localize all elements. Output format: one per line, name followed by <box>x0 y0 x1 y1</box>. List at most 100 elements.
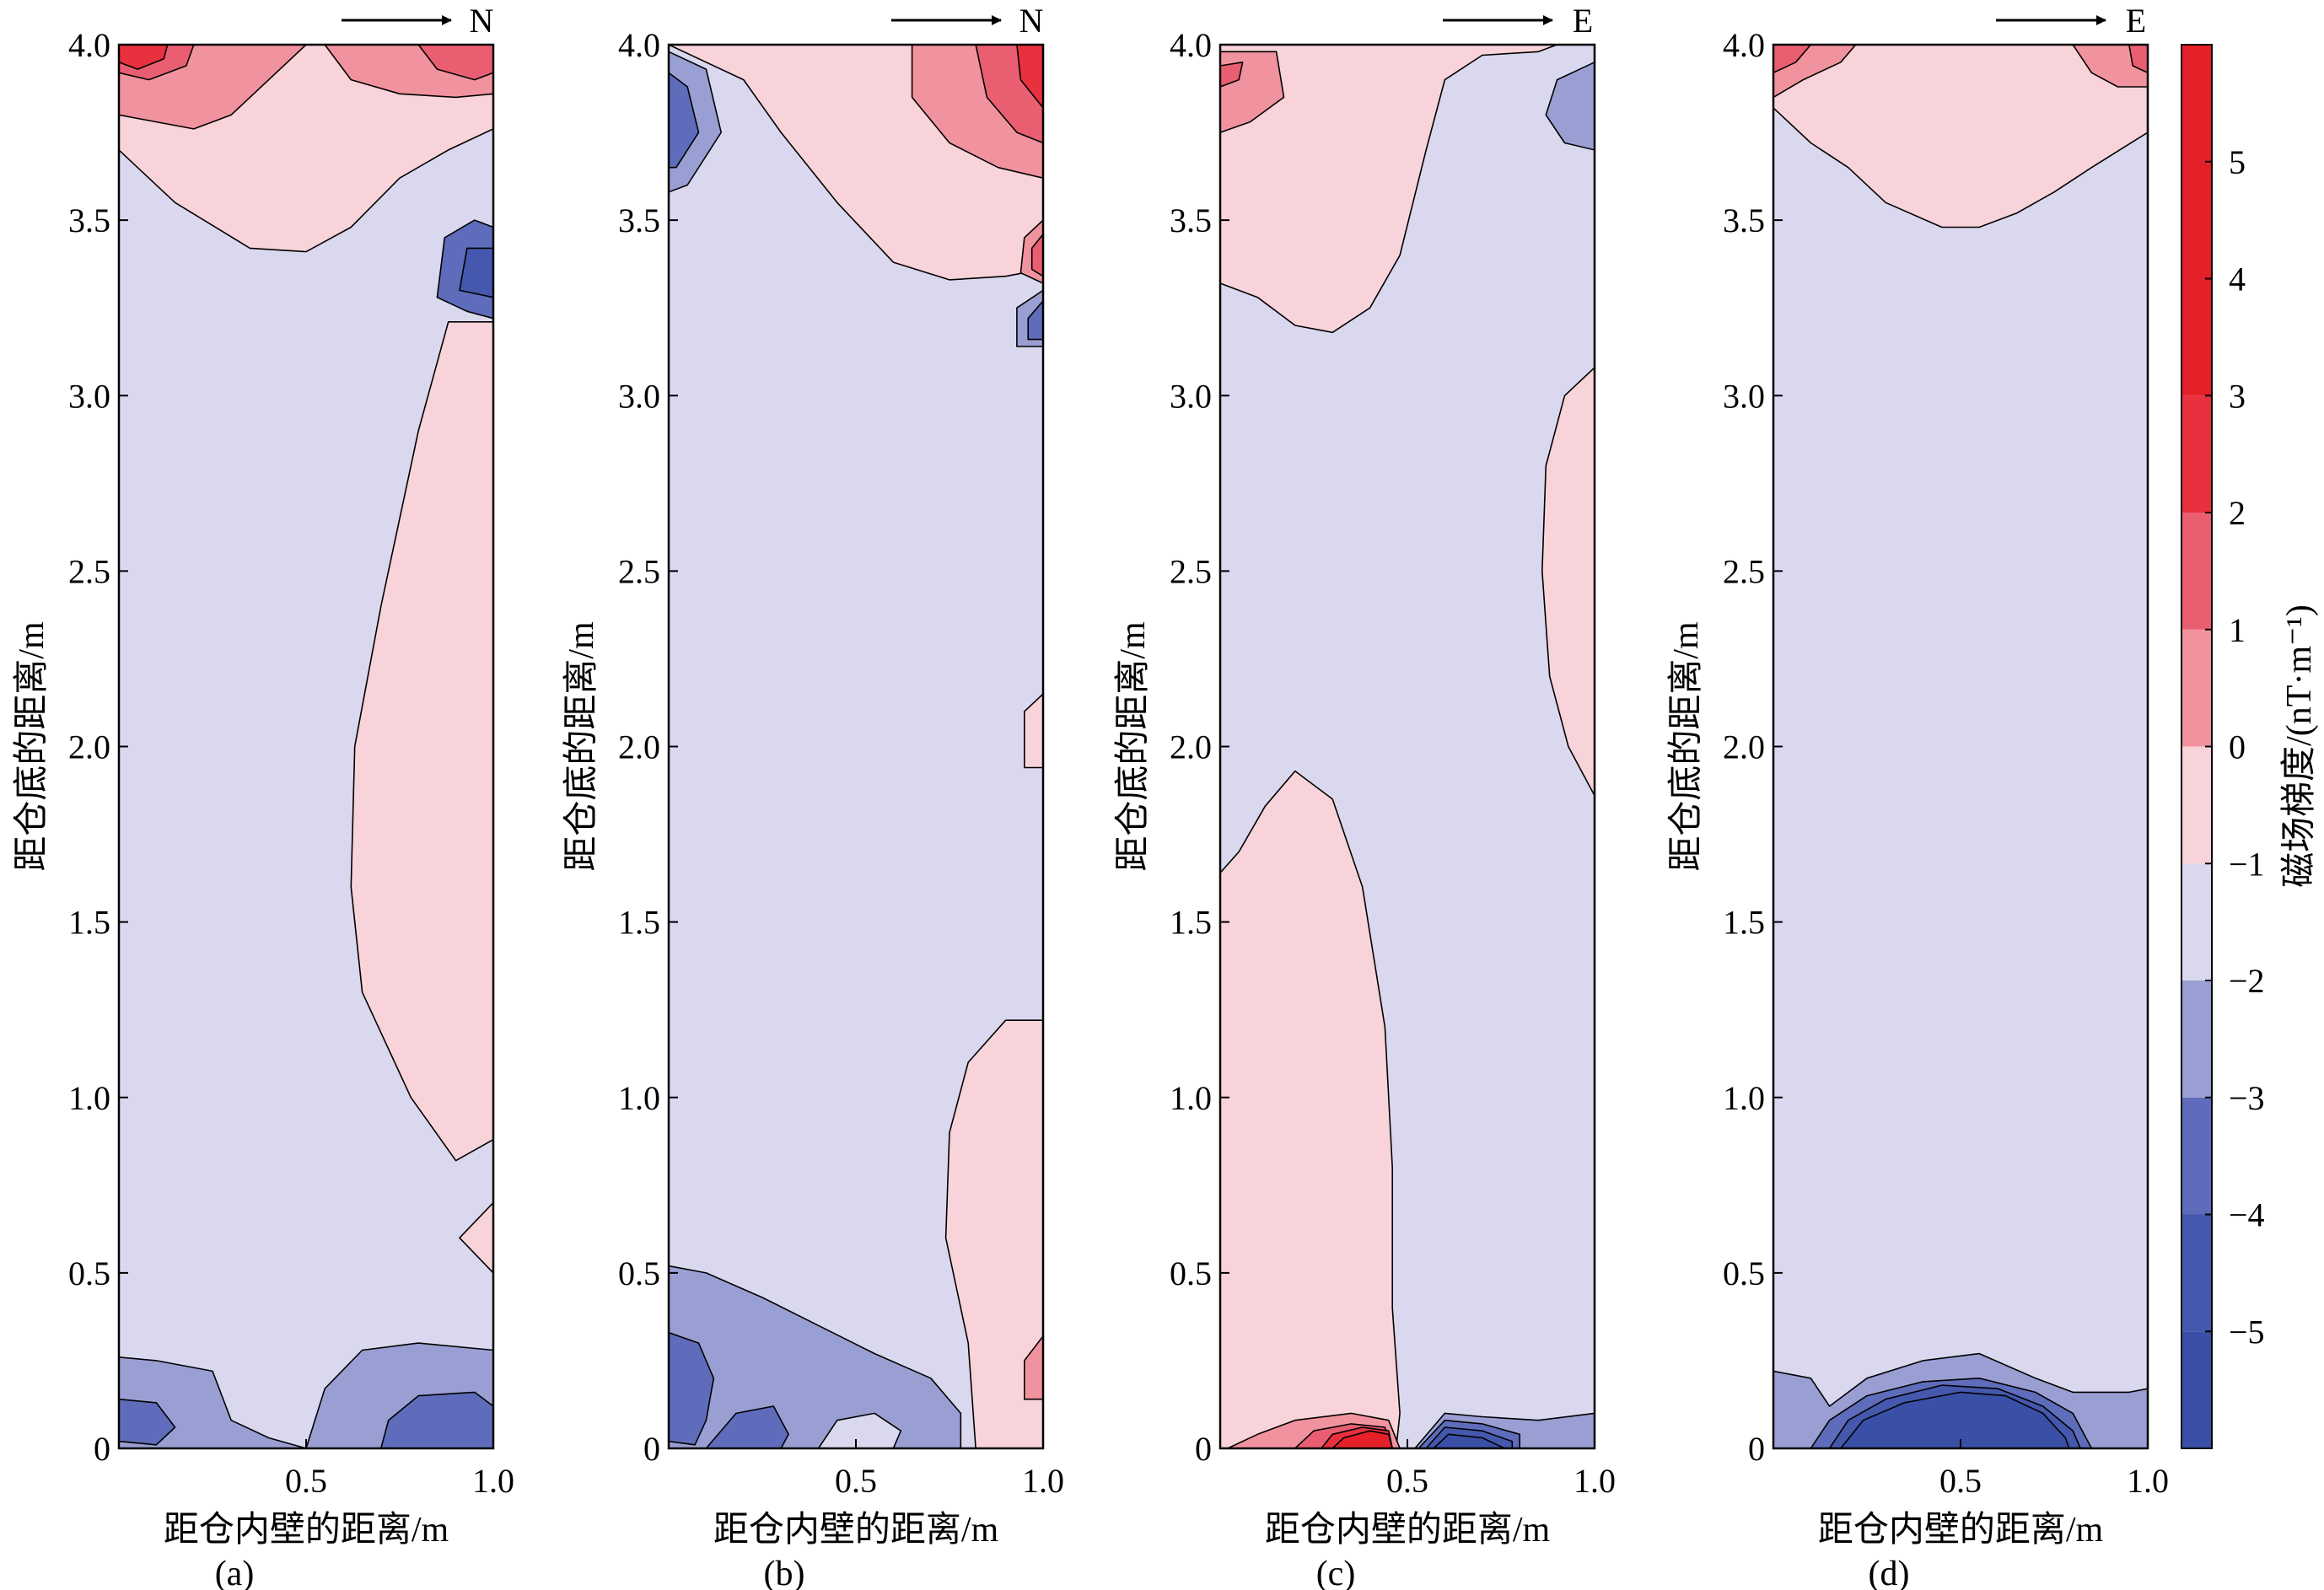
contour-region <box>1220 770 1401 1448</box>
colorbar-swatch <box>2181 980 2212 1098</box>
y-tick-label: 1.0 <box>1170 1079 1212 1117</box>
y-tick-label: 0.5 <box>1170 1254 1212 1292</box>
y-tick-label: 1.5 <box>1170 904 1212 942</box>
contour-region <box>944 1019 1043 1448</box>
panel-3: 0 0.5 1.0 1.5 2.0 2.5 3.0 3.5 4.0 0.5 1.0 距仓内壁的距离/m… <box>1113 2 1616 1590</box>
y-tick-label: 2.0 <box>1170 728 1212 766</box>
y-tick-label: 2.5 <box>618 552 660 590</box>
contour-region <box>2128 45 2148 74</box>
y-tick-label: 3.0 <box>1170 377 1212 415</box>
contour-region <box>1027 300 1043 341</box>
panel-label: (c) <box>1316 1555 1356 1590</box>
y-tick-label: 1.0 <box>68 1079 110 1117</box>
colorbar-tick-label: 0 <box>2229 728 2246 766</box>
x-tick-label: 0.5 <box>835 1462 877 1500</box>
panel-label: (a) <box>215 1555 255 1590</box>
contour-region <box>119 1398 176 1446</box>
contour-region <box>1773 45 1812 74</box>
contour-region <box>119 45 169 70</box>
x-axis-label: 距仓内壁的距离/m <box>1818 1510 2104 1550</box>
x-tick-label: 0.5 <box>285 1462 327 1500</box>
y-tick-label: 0 <box>1195 1430 1212 1468</box>
y-tick-label: 1.0 <box>618 1079 660 1117</box>
colorbar-tick-label: 2 <box>2229 494 2246 532</box>
x-axis-label: 距仓内壁的距离/m <box>1265 1510 1551 1550</box>
x-tick-label: 1.0 <box>1574 1462 1616 1500</box>
contour-region <box>2072 45 2148 88</box>
contour-region <box>417 45 493 81</box>
colorbar-swatch <box>2181 395 2212 513</box>
colorbar-swatch <box>2181 45 2212 396</box>
contour-regions <box>1220 45 1595 1448</box>
x-axis-label: 距仓内壁的距离/m <box>164 1510 449 1550</box>
y-tick-label: 1.5 <box>618 904 660 942</box>
contour-region <box>669 72 700 169</box>
y-tick-label: 4.0 <box>1170 26 1212 64</box>
y-tick-label: 4.0 <box>1723 26 1765 64</box>
y-tick-label: 3.0 <box>1723 377 1765 415</box>
contour-region <box>669 1331 715 1446</box>
y-tick-label: 2.5 <box>1723 552 1765 590</box>
x-tick-label: 1.0 <box>2127 1462 2169 1500</box>
colorbar-label: 磁场梯度/(nT·m⁻¹) <box>2280 604 2319 888</box>
contour-region <box>1331 1430 1393 1448</box>
colorbar-tick-label: 1 <box>2229 611 2246 649</box>
colorbar-swatch <box>2181 513 2212 630</box>
colorbar-swatch <box>2181 1331 2212 1448</box>
contour-region <box>1220 45 1558 334</box>
x-tick-label: 1.0 <box>472 1462 514 1500</box>
x-axis-label: 距仓内壁的距离/m <box>713 1510 999 1550</box>
colorbar-tick-label: −3 <box>2229 1079 2265 1117</box>
contour-background-region <box>1773 45 2148 1448</box>
y-tick-label: 4.0 <box>618 26 660 64</box>
contour-region <box>1541 367 1595 797</box>
contour-regions <box>1773 45 2148 1448</box>
y-axis-label: 距仓底的距离/m <box>1666 621 1706 872</box>
contour-region <box>1545 62 1595 151</box>
y-tick-label: 3.5 <box>1723 201 1765 239</box>
contour-region <box>379 1391 493 1448</box>
colorbar-tick-label: 3 <box>2229 377 2246 415</box>
y-tick-label: 3.0 <box>68 377 110 415</box>
x-tick-label: 0.5 <box>1939 1462 1982 1500</box>
y-tick-label: 2.0 <box>618 728 660 766</box>
panel-4: 0 0.5 1.0 1.5 2.0 2.5 3.0 3.5 4.0 0.5 1.0 距仓内壁的距离/m… <box>1666 2 2169 1590</box>
colorbar-swatch <box>2181 1097 2212 1215</box>
y-tick-label: 0 <box>94 1430 110 1468</box>
contour-region <box>1220 62 1244 88</box>
colorbar-swatch <box>2181 863 2212 980</box>
x-tick-label: 1.0 <box>1022 1462 1064 1500</box>
y-tick-label: 0.5 <box>1723 1254 1765 1292</box>
contour-region <box>1024 1335 1043 1400</box>
contour-region <box>1433 1433 1506 1448</box>
contour-region <box>1030 233 1043 277</box>
direction-label: N <box>1019 2 1044 40</box>
y-axis-label: 距仓底的距离/m <box>1113 621 1153 872</box>
contour-region <box>817 1412 902 1448</box>
colorbar-tick-label: 5 <box>2229 143 2246 181</box>
y-axis-label: 距仓底的距离/m <box>12 621 51 872</box>
panel-1: 0 0.5 1.0 1.5 2.0 2.5 3.0 3.5 4.0 0.5 1.0 距仓内壁的距离/m… <box>12 2 514 1590</box>
y-tick-label: 3.5 <box>1170 201 1212 239</box>
y-tick-label: 1.5 <box>1723 904 1765 942</box>
contour-region <box>459 1201 493 1274</box>
panel-label: (d) <box>1869 1555 1910 1590</box>
y-tick-label: 3.0 <box>618 377 660 415</box>
contour-regions <box>119 45 493 1448</box>
colorbar-tick-label: −2 <box>2229 962 2265 1000</box>
colorbar-tick-label: −4 <box>2229 1196 2265 1234</box>
contour-panels: 0 0.5 1.0 1.5 2.0 2.5 3.0 3.5 4.0 0.5 1.0 距仓内壁的距离/m… <box>12 2 2169 1590</box>
colorbar: −5 −4 −3 −2 −1 0 1 2 3 4 5 磁场梯度/(nT·m⁻¹) <box>2181 44 2319 1449</box>
y-tick-label: 0 <box>643 1430 660 1468</box>
y-tick-label: 0 <box>1748 1430 1765 1468</box>
colorbar-swatch <box>2181 1214 2212 1332</box>
y-tick-label: 3.5 <box>68 201 110 239</box>
y-tick-label: 0.5 <box>68 1254 110 1292</box>
panel-2: 0 0.5 1.0 1.5 2.0 2.5 3.0 3.5 4.0 0.5 1.0 距仓内壁的距离/m… <box>562 2 1064 1590</box>
contour-region <box>350 320 493 1162</box>
contour-region <box>1840 1391 2070 1448</box>
direction-label: N <box>470 2 494 40</box>
y-tick-label: 2.5 <box>68 552 110 590</box>
contour-region <box>1024 693 1043 769</box>
